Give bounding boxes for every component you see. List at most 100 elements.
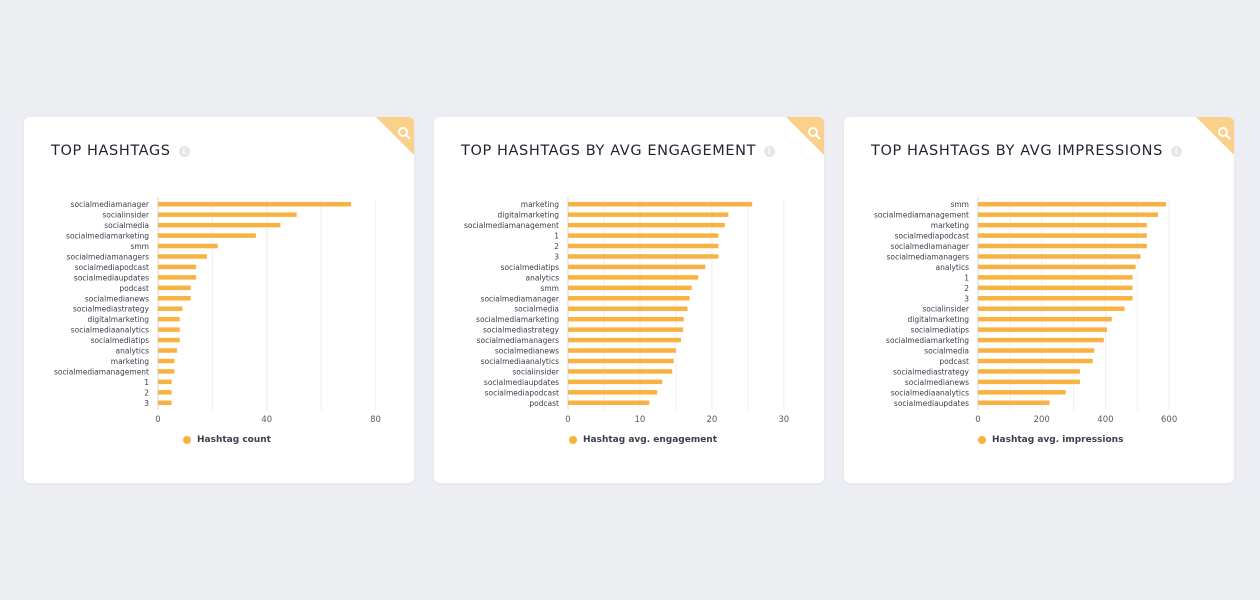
chart-legend[interactable]: Hashtag avg. engagement [569,434,717,446]
y-category-label: 1 [554,232,559,241]
bar[interactable] [568,285,692,291]
chart-legend[interactable]: Hashtag count [183,434,271,446]
bar[interactable] [158,275,197,280]
bar[interactable] [158,243,218,249]
info-icon[interactable]: i [1170,145,1182,157]
x-tick-label: 30 [778,415,789,425]
y-category-label: 3 [964,294,969,303]
y-category-label: socialmediaupdates [894,399,969,408]
bar[interactable] [158,337,180,343]
y-category-label: marketing [521,200,559,209]
top-hashtags-by-avg-impressions-card: TOP HASHTAGS BY AVG IMPRESSIONS i 0 200 40… [844,117,1234,483]
info-icon[interactable]: i [178,145,190,157]
bar[interactable] [978,348,1095,353]
bar[interactable] [568,400,650,406]
bar[interactable] [978,337,1104,343]
y-category-label: socialmedianews [85,294,149,303]
bar[interactable] [158,316,180,322]
bar[interactable] [568,348,676,353]
bar[interactable] [978,369,1080,374]
bar[interactable] [158,379,172,385]
bar[interactable] [568,233,719,238]
bar[interactable] [978,201,1166,207]
bar[interactable] [568,222,725,228]
bar[interactable] [568,369,673,374]
chart-legend[interactable]: Hashtag avg. impressions [978,434,1123,446]
zoom-corner-button[interactable] [376,117,414,155]
y-category-label: socialmedianews [495,347,559,356]
bar[interactable] [158,358,175,364]
bar[interactable] [158,264,197,270]
y-category-label: socialmediastrategy [483,326,560,335]
bar[interactable] [978,275,1133,280]
y-category-label: socialmediamanagers [67,252,149,261]
bar[interactable] [568,275,699,280]
bar[interactable] [978,390,1066,395]
bar[interactable] [158,222,281,228]
legend-swatch [978,436,986,444]
bar[interactable] [978,327,1108,332]
y-category-label: 2 [964,284,969,293]
bar[interactable] [978,379,1080,385]
bar[interactable] [568,390,658,395]
x-tick-label: 0 [565,415,570,425]
y-category-label: socialmediastrategy [73,305,150,314]
bar[interactable] [978,222,1147,228]
bar[interactable] [568,212,729,217]
y-category-label: socialmediamanagers [477,336,559,345]
y-category-label: socialmediaupdates [74,273,149,282]
x-tick-label: 40 [261,415,272,425]
bar[interactable] [978,400,1050,406]
info-icon[interactable]: i [764,145,776,157]
bar[interactable] [158,400,172,406]
bar[interactable] [158,254,207,259]
zoom-corner-button[interactable] [1196,117,1234,155]
x-tick-label: 10 [635,415,646,425]
zoom-corner-button[interactable] [786,117,824,155]
bar[interactable] [568,296,690,301]
y-category-label: socialmediamarketing [886,336,969,345]
y-category-label: socialmedia [514,305,559,314]
bar[interactable] [568,379,663,385]
bar[interactable] [978,264,1136,270]
bar[interactable] [568,306,688,311]
bar[interactable] [568,337,681,343]
legend-label: Hashtag avg. engagement [583,435,718,445]
y-category-label: socialmediamanagement [874,211,969,220]
bar[interactable] [158,201,352,207]
bar[interactable] [158,348,178,353]
bar[interactable] [978,306,1125,311]
bar[interactable] [158,296,191,301]
bar[interactable] [978,243,1147,249]
y-category-label: smm [540,284,559,293]
bar[interactable] [158,285,191,291]
y-category-label: socialmediaupdates [484,378,559,387]
y-category-label: socialmediamarketing [66,232,149,241]
bar[interactable] [158,212,297,217]
y-category-label: 1 [144,378,149,387]
bar[interactable] [158,233,256,238]
y-category-label: socialmediapodcast [895,232,969,241]
bar[interactable] [568,316,684,322]
y-category-label: 2 [554,242,559,251]
bar[interactable] [568,327,684,332]
bar[interactable] [978,285,1133,291]
y-category-label: socialmediaanalytics [891,388,969,397]
bar[interactable] [158,390,172,395]
bar[interactable] [158,369,175,374]
bar[interactable] [568,243,719,249]
bar[interactable] [978,233,1147,238]
bar[interactable] [158,327,180,332]
bar[interactable] [568,264,706,270]
bar[interactable] [568,358,674,364]
y-category-label: socialmediatips [501,263,560,272]
bar[interactable] [568,254,719,259]
bar[interactable] [978,296,1133,301]
bar[interactable] [978,358,1093,364]
bar[interactable] [978,316,1112,322]
bar[interactable] [568,201,753,207]
bar[interactable] [978,254,1141,259]
y-category-label: socialmedia [924,347,969,356]
bar[interactable] [158,306,183,311]
bar[interactable] [978,212,1158,217]
